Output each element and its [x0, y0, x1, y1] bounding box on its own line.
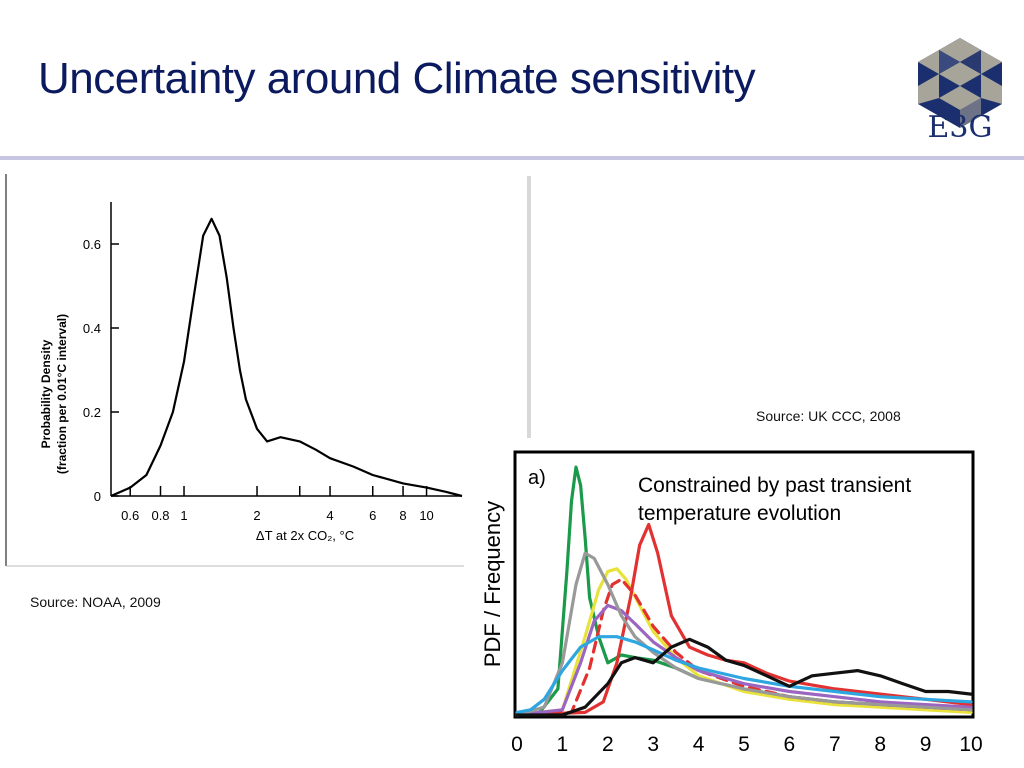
y-tick-label: 0.2 — [83, 405, 101, 420]
chart-annotation: Constrained by past transient temperatur… — [638, 474, 917, 525]
y-tick-label: 0 — [94, 489, 101, 504]
x-tick-label: 10 — [419, 508, 433, 523]
y-tick-label: 0.6 — [83, 237, 101, 252]
plot-frame — [513, 450, 975, 719]
y-axis-label-line2: (fraction per 0.01°C interval) — [55, 314, 69, 474]
series-group — [110, 217, 463, 498]
source-ukccc: Source: UK CCC, 2008 — [756, 408, 901, 424]
x-tick-label: 9 — [920, 733, 932, 756]
noaa-chart: 0 0.2 0.4 0.6 0.6 0.8 1 2 4 6 8 10 ΔT at 2x CO₂, °… — [5, 174, 464, 567]
y-tick-label: 0.4 — [83, 321, 101, 336]
x-tick-label: 0.6 — [121, 508, 139, 523]
x-tick-label: 2 — [602, 733, 614, 756]
annotation-line1: Constrained by past transient — [638, 474, 911, 497]
x-tick-label: 6 — [784, 733, 796, 756]
pdf-line — [515, 567, 973, 717]
x-tick-label: 0.8 — [151, 508, 169, 523]
x-ticks: 0.6 0.8 1 2 4 6 8 10 — [121, 486, 434, 523]
x-tick-label: 8 — [874, 733, 886, 756]
slide-title: Uncertainty around Climate sensitivity — [38, 54, 756, 103]
x-tick-label: 5 — [738, 733, 750, 756]
x-tick-label: 10 — [959, 733, 982, 756]
pdf-line — [515, 522, 973, 717]
pdf-line — [515, 635, 973, 714]
source-noaa: Source: NOAA, 2009 — [30, 594, 161, 610]
x-tick-label: 4 — [693, 733, 705, 756]
y-axis-label-line1: Probability Density — [39, 339, 53, 448]
density-line — [110, 217, 463, 498]
x-tick-label: 1 — [180, 508, 187, 523]
x-tick-label: 4 — [326, 508, 333, 523]
y-axis-label: PDF / Frequency — [480, 501, 505, 667]
ukccc-chart: 0 1 2 3 4 5 6 7 8 9 10 a) Constrained by past tran… — [480, 450, 983, 756]
pdf-line — [515, 637, 973, 717]
panel-label: a) — [528, 467, 546, 489]
y-ticks: 0 0.2 0.4 0.6 — [83, 237, 119, 504]
x-ticks: 0 1 2 3 4 5 6 7 8 9 10 — [511, 733, 983, 756]
x-tick-label: 3 — [647, 733, 659, 756]
series-group — [515, 465, 973, 717]
logo-text: E3G — [927, 110, 993, 145]
annotation-line2: temperature evolution — [638, 502, 841, 525]
e3g-logo — [918, 38, 1002, 128]
x-tick-label: 1 — [557, 733, 569, 756]
x-tick-label: 0 — [511, 733, 523, 756]
x-tick-label: 2 — [253, 508, 260, 523]
x-tick-label: 7 — [829, 733, 841, 756]
title-underline — [0, 156, 1024, 160]
x-tick-label: 8 — [399, 508, 406, 523]
vertical-divider — [527, 176, 531, 438]
x-tick-label: 6 — [369, 508, 376, 523]
x-axis-label: ΔT at 2x CO₂, °C — [256, 528, 354, 543]
